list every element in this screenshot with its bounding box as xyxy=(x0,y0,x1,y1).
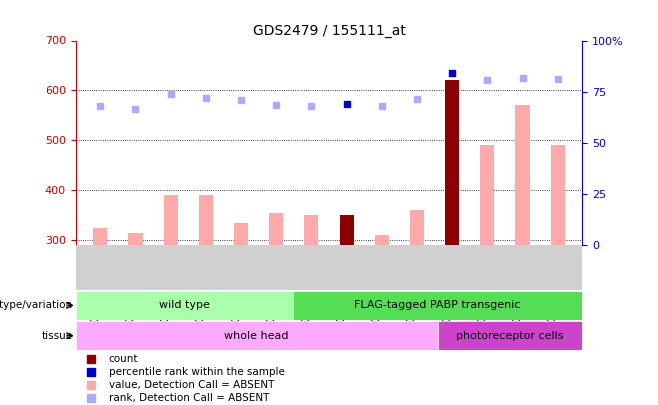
Bar xyxy=(515,105,530,245)
Text: percentile rank within the sample: percentile rank within the sample xyxy=(109,367,284,377)
Title: GDS2479 / 155111_at: GDS2479 / 155111_at xyxy=(253,24,405,38)
Bar xyxy=(438,321,582,350)
Text: wild type: wild type xyxy=(159,301,210,310)
Text: photoreceptor cells: photoreceptor cells xyxy=(456,331,564,341)
Bar xyxy=(445,81,459,245)
Bar xyxy=(164,195,178,245)
Text: FLAG-tagged PABP transgenic: FLAG-tagged PABP transgenic xyxy=(354,301,521,310)
Bar xyxy=(305,215,318,245)
Text: count: count xyxy=(109,354,138,364)
Text: rank, Detection Call = ABSENT: rank, Detection Call = ABSENT xyxy=(109,393,269,403)
Bar xyxy=(269,213,283,245)
Bar xyxy=(293,291,582,320)
Bar xyxy=(480,145,494,245)
Bar xyxy=(128,232,143,245)
Text: value, Detection Call = ABSENT: value, Detection Call = ABSENT xyxy=(109,380,274,390)
Bar xyxy=(199,195,213,245)
Bar xyxy=(234,223,248,245)
Bar xyxy=(410,210,424,245)
Text: genotype/variation: genotype/variation xyxy=(0,301,72,310)
Bar xyxy=(93,228,107,245)
Bar xyxy=(375,235,389,245)
Bar xyxy=(76,321,438,350)
Text: whole head: whole head xyxy=(224,331,289,341)
Bar xyxy=(76,291,293,320)
Text: tissue: tissue xyxy=(41,331,72,341)
Bar xyxy=(340,215,353,245)
Bar xyxy=(551,145,565,245)
